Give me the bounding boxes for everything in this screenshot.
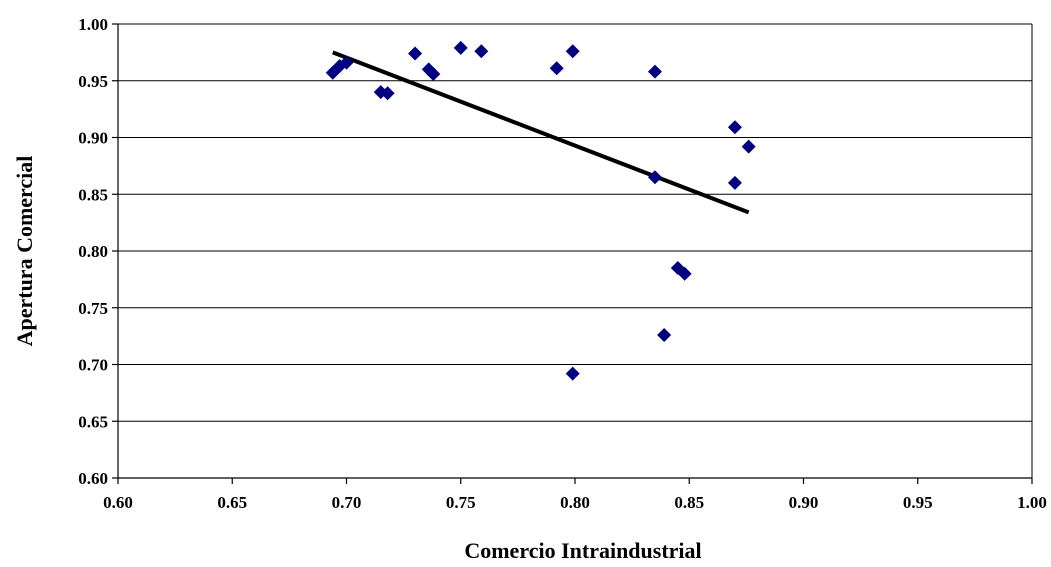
trendline [332, 50, 750, 215]
x-tick-label-7: 0.95 [903, 493, 933, 512]
data-point-19 [727, 175, 742, 190]
x-tick-labels: 0.60 0.65 0.70 0.75 0.80 0.85 0.90 0.95 1.00 [103, 493, 1047, 512]
data-point-7 [426, 66, 441, 81]
y-tick-label-7: 0.95 [78, 72, 108, 91]
x-tick-label-8: 1.00 [1017, 493, 1047, 512]
data-point-8 [453, 40, 468, 55]
y-tick-labels: 0.60 0.65 0.70 0.75 0.80 0.85 0.90 0.95 1.00 [78, 15, 108, 488]
y-tick-label-5: 0.85 [78, 185, 108, 204]
x-tick-label-6: 0.90 [789, 493, 819, 512]
data-point-9 [474, 44, 489, 59]
y-tick-label-4: 0.80 [78, 242, 108, 261]
y-tick-label-1: 0.65 [78, 412, 108, 431]
data-point-5 [408, 46, 423, 61]
x-tick-label-5: 0.85 [674, 493, 704, 512]
data-point-14 [647, 170, 662, 185]
data-point-20 [741, 139, 756, 154]
data-point-12 [565, 366, 580, 381]
x-tick-label-2: 0.70 [332, 493, 362, 512]
data-points [325, 40, 756, 381]
x-tick-label-4: 0.80 [560, 493, 590, 512]
data-point-15 [657, 327, 672, 342]
data-point-2 [339, 55, 354, 70]
gridlines [118, 23, 1033, 479]
data-point-11 [565, 44, 580, 59]
trendline-group [332, 50, 750, 215]
data-point-10 [549, 61, 564, 76]
x-tick-label-1: 0.65 [217, 493, 247, 512]
y-tick-label-3: 0.75 [78, 299, 108, 318]
data-point-17 [677, 266, 692, 281]
data-point-13 [647, 64, 662, 79]
y-tick-label-2: 0.70 [78, 356, 108, 375]
y-tick-label-0: 0.60 [78, 469, 108, 488]
data-point-18 [727, 120, 742, 135]
x-axis-title: Comercio Intraindustrial [464, 538, 701, 563]
x-tick-label-0: 0.60 [103, 493, 133, 512]
y-axis-title: Apertura Comercial [12, 156, 37, 347]
data-point-1 [332, 58, 347, 73]
y-tick-label-6: 0.90 [78, 129, 108, 148]
data-point-4 [380, 86, 395, 101]
x-tick-label-3: 0.75 [446, 493, 476, 512]
axes [112, 23, 1033, 484]
y-tick-label-8: 1.00 [78, 15, 108, 34]
